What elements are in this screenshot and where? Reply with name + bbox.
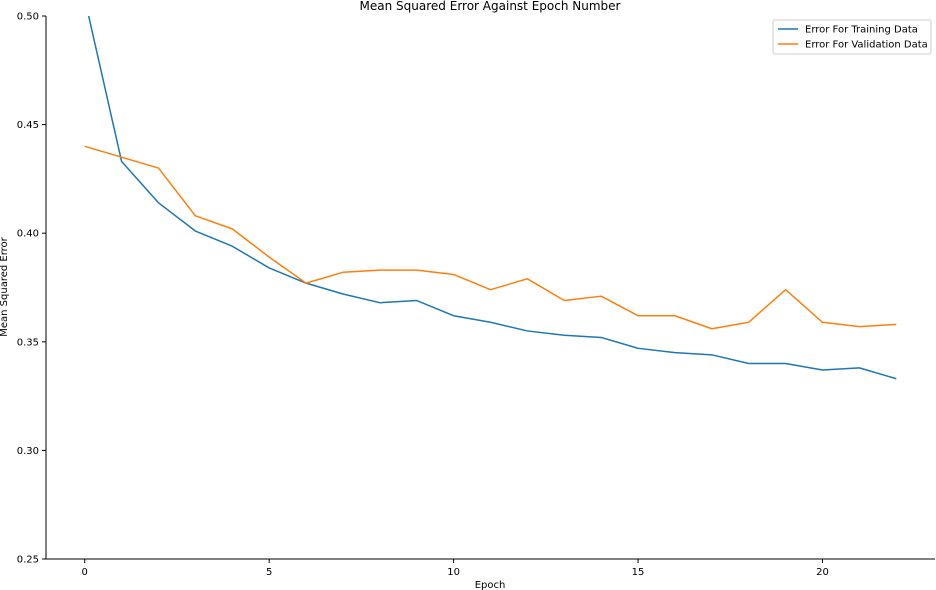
series-line-training	[87, 16, 897, 380]
y-tick-label: 0.40	[17, 229, 39, 240]
x-tick-label: 0	[82, 567, 88, 578]
series-line-validation	[84, 145, 897, 330]
chart-title: Mean Squared Error Against Epoch Number	[360, 0, 621, 13]
x-axis-title: Epoch	[475, 580, 506, 590]
y-tick-label: 0.25	[17, 555, 39, 566]
legend-label: Error For Validation Data	[805, 40, 928, 51]
x-tick-label: 20	[816, 567, 829, 578]
x-tick-label: 10	[447, 567, 460, 578]
y-tick-label: 0.35	[17, 337, 39, 348]
legend-box	[772, 19, 932, 55]
y-axis-title: Mean Squared Error	[0, 236, 10, 336]
x-tick-label: 15	[632, 567, 645, 578]
legend-label: Error For Training Data	[805, 25, 918, 36]
legend: Error For Training Data Error For Validat…	[772, 19, 932, 55]
y-tick-label: 0.50	[17, 12, 39, 23]
x-tick-label: 5	[266, 567, 272, 578]
y-tick-label: 0.30	[17, 446, 39, 457]
y-tick-label: 0.45	[17, 120, 39, 131]
